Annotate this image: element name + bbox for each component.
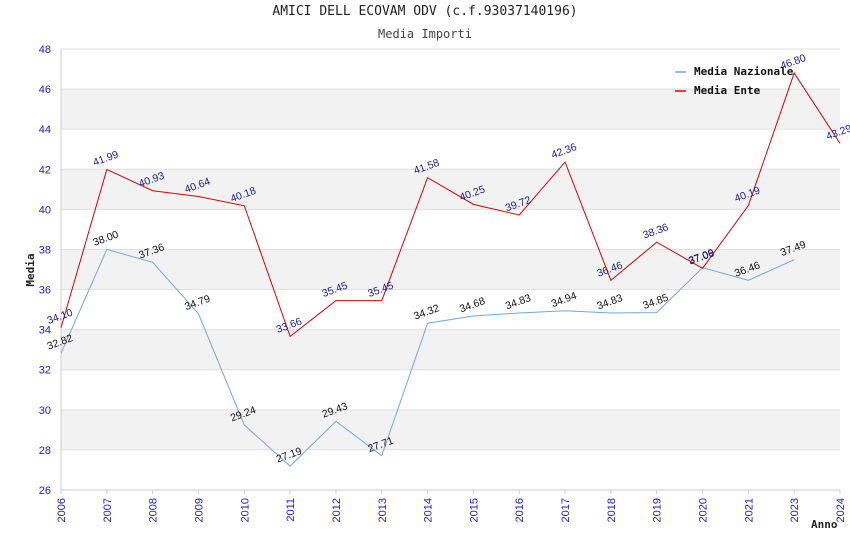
grid-band (61, 409, 840, 450)
grid-band (61, 329, 840, 370)
y-tick-label: 48 (39, 44, 51, 56)
x-tick-label: 2008 (148, 498, 160, 522)
x-tick-label: 2016 (514, 498, 526, 522)
data-label-nazionale: 34.83 (595, 292, 624, 312)
data-label-nazionale: 34.79 (183, 293, 212, 313)
grid-lines (61, 48, 840, 491)
x-tick-label: 2013 (377, 498, 389, 522)
x-tick-label: 2017 (560, 498, 572, 522)
x-tick-label: 2007 (102, 498, 114, 522)
grid-band (61, 169, 840, 210)
x-tick-label: 2024 (835, 498, 847, 522)
y-axis-label: Media (24, 253, 37, 286)
series-lines (60, 71, 841, 467)
chart-title: AMICI DELL ECOVAM ODV (c.f.93037140196) (272, 4, 578, 19)
y-tick-label: 32 (39, 365, 51, 377)
grid-bands (61, 89, 840, 450)
y-tick-labels: 26 28 30 32 34 36 38 40 42 44 46 48 (39, 44, 51, 497)
x-tick-label: 2023 (789, 498, 801, 522)
x-tick-label: 2006 (56, 498, 68, 522)
y-tick-label: 46 (39, 84, 51, 96)
x-tick-label: 2011 (285, 498, 297, 522)
series-line-media-ente (60, 71, 841, 338)
y-tick-label: 36 (39, 285, 51, 297)
y-tick-label: 42 (39, 164, 51, 176)
legend: Media Nazionale Media Ente (675, 65, 794, 97)
y-tick-label: 38 (39, 244, 51, 256)
y-tick-label: 40 (39, 204, 51, 216)
y-tick-label: 44 (39, 124, 51, 136)
data-label-nazionale: 34.83 (504, 292, 533, 312)
x-tick-label: 2018 (606, 498, 618, 522)
x-tick-label: 2015 (468, 498, 480, 522)
y-tick-label: 34 (39, 325, 51, 337)
data-label-ente: 42.36 (550, 141, 579, 161)
axes (60, 49, 841, 494)
series-line-media-nazionale (60, 248, 795, 467)
legend-label-nazionale: Media Nazionale (694, 65, 794, 78)
data-label-ente: 41.99 (91, 148, 120, 168)
grid-band (61, 249, 840, 290)
data-label-nazionale: 34.85 (641, 292, 670, 312)
x-tick-label: 2021 (743, 498, 755, 522)
y-tick-label: 28 (39, 445, 51, 457)
x-tick-labels: 2006 2007 2008 2009 2010 2011 2012 2013 2014 2015… (56, 498, 847, 522)
chart-subtitle: Media Importi (378, 27, 472, 41)
x-axis-label: Anno (811, 518, 838, 531)
data-label-nazionale: 38.00 (91, 228, 120, 248)
data-label-nazionale: 34.32 (412, 302, 441, 322)
x-tick-label: 2012 (331, 498, 343, 522)
y-tick-label: 26 (39, 485, 51, 497)
data-label-nazionale: 34.68 (458, 295, 487, 315)
y-tick-label: 30 (39, 405, 51, 417)
x-tick-label: 2009 (193, 498, 205, 522)
x-tick-label: 2010 (239, 498, 251, 522)
x-tick-label: 2020 (698, 498, 710, 522)
x-tick-label: 2014 (423, 498, 435, 522)
data-label-ente: 38.36 (641, 221, 670, 241)
data-label-ente: 34.10 (46, 307, 75, 327)
legend-label-ente: Media Ente (694, 84, 761, 97)
data-label-nazionale: 34.94 (550, 290, 579, 310)
x-tick-label: 2019 (652, 498, 664, 522)
grid-band (61, 89, 840, 130)
